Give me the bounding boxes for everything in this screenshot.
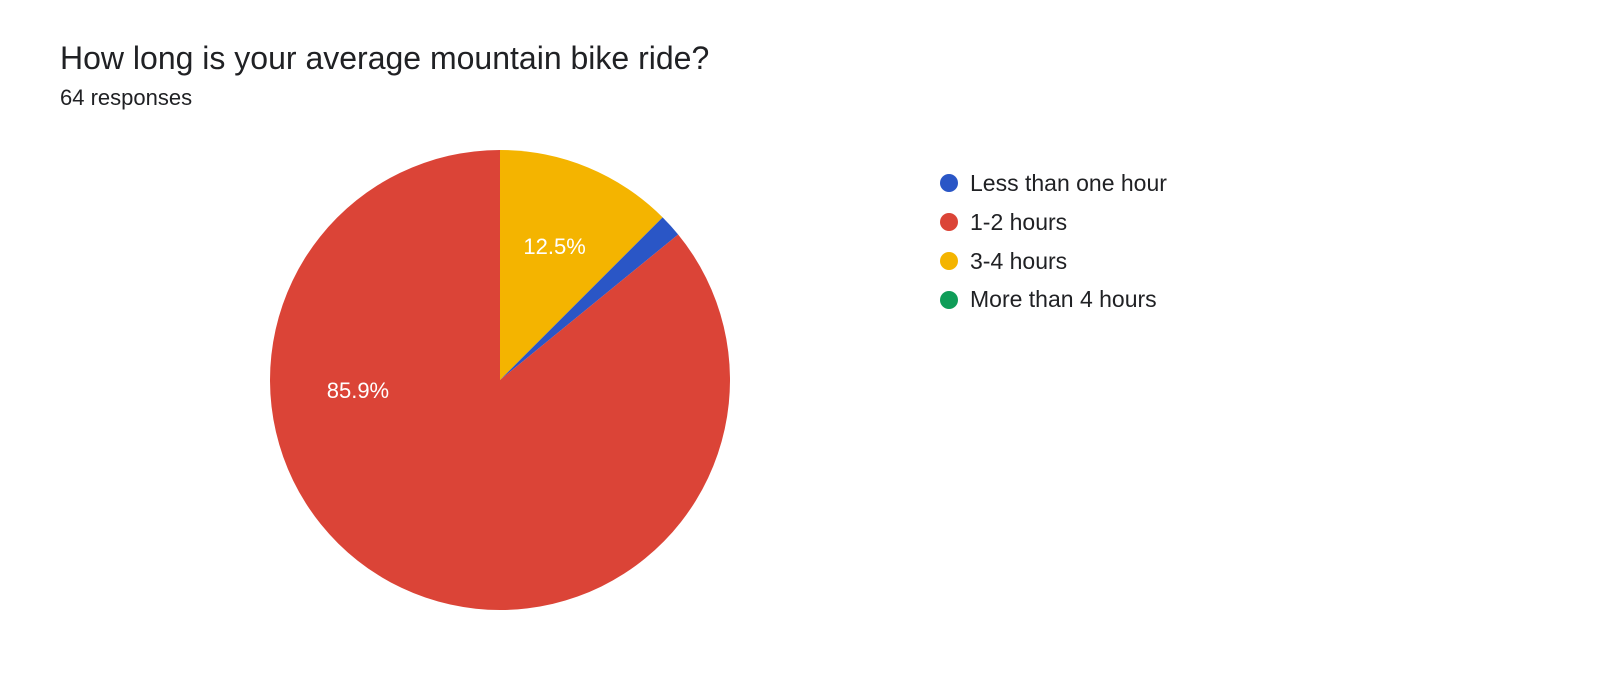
legend-swatch bbox=[940, 252, 958, 270]
pie-svg: 12.5% 85.9% bbox=[260, 140, 740, 620]
legend-item: Less than one hour bbox=[940, 165, 1167, 202]
slice-label: 12.5% bbox=[523, 234, 585, 259]
legend-label: 1-2 hours bbox=[970, 204, 1067, 241]
chart-title: How long is your average mountain bike r… bbox=[60, 40, 1540, 77]
legend-label: Less than one hour bbox=[970, 165, 1167, 202]
slice-label: 85.9% bbox=[327, 378, 389, 403]
legend-swatch bbox=[940, 174, 958, 192]
legend-swatch bbox=[940, 213, 958, 231]
legend-item: More than 4 hours bbox=[940, 281, 1167, 318]
legend-label: More than 4 hours bbox=[970, 281, 1157, 318]
legend-item: 3-4 hours bbox=[940, 243, 1167, 280]
response-count: 64 responses bbox=[60, 85, 1540, 111]
chart-container: How long is your average mountain bike r… bbox=[0, 0, 1600, 673]
legend-label: 3-4 hours bbox=[970, 243, 1067, 280]
legend-item: 1-2 hours bbox=[940, 204, 1167, 241]
legend: Less than one hour1-2 hours3-4 hoursMore… bbox=[940, 165, 1167, 320]
pie-chart: 12.5% 85.9% bbox=[260, 140, 740, 620]
legend-swatch bbox=[940, 291, 958, 309]
